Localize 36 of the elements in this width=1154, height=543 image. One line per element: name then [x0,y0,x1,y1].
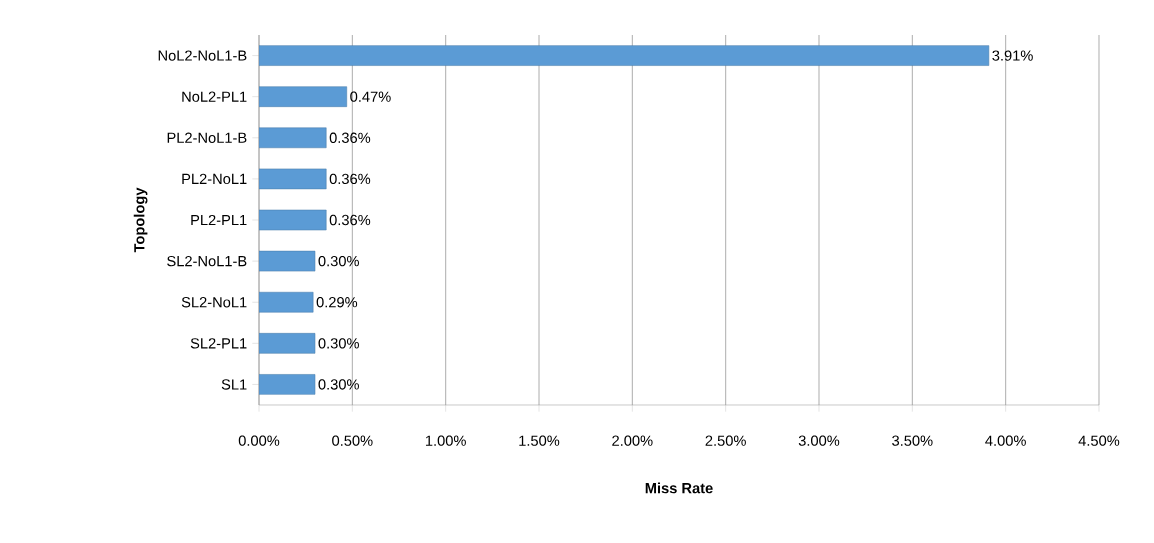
x-tick-label: 0.00% [238,435,280,446]
y-tick-label: SL1 [221,379,247,390]
data-label: 0.36% [329,214,371,226]
x-tick-label: 2.50% [705,435,746,446]
data-label: 0.47% [350,91,391,102]
bar [259,333,316,354]
x-tick-label: 4.50% [1078,435,1120,446]
x-tick-label: 3.00% [798,435,840,446]
bar [259,374,316,395]
x-tick-label: 3.50% [892,435,933,446]
y-tick-label: SL2-PL1 [190,338,247,349]
x-tick-label: 4.00% [985,435,1026,446]
x-tick-label: 1.50% [519,435,560,446]
x-axis-title: Miss Rate [645,482,713,494]
y-axis-title: Topology [133,187,148,253]
bar [259,291,314,313]
data-label: 0.30% [318,338,359,349]
bar [259,127,327,149]
x-tick-label: 0.50% [332,435,373,446]
bar [259,86,348,107]
y-tick-label: PL2-PL1 [191,214,247,226]
data-label: 3.91% [992,50,1033,61]
y-tick-label: NoL2-NoL1-B [158,50,247,61]
y-tick-label: PL2-NoL1 [182,173,247,185]
y-tick-label: NoL2-PL1 [182,91,247,102]
y-tick-label: PL2-NoL1-B [167,132,247,143]
data-label: 0.29% [316,297,358,308]
y-tick-label: SL2-NoL1 [181,297,247,308]
data-label: 0.36% [329,132,371,143]
data-label: 0.36% [329,173,371,185]
data-label: 0.30% [318,255,359,267]
x-tick-label: 2.00% [612,435,653,446]
x-tick-label: 1.00% [425,435,466,446]
data-label: 0.30% [318,379,359,390]
bar [259,45,990,66]
y-tick-label: SL2-NoL1-B [167,255,247,267]
